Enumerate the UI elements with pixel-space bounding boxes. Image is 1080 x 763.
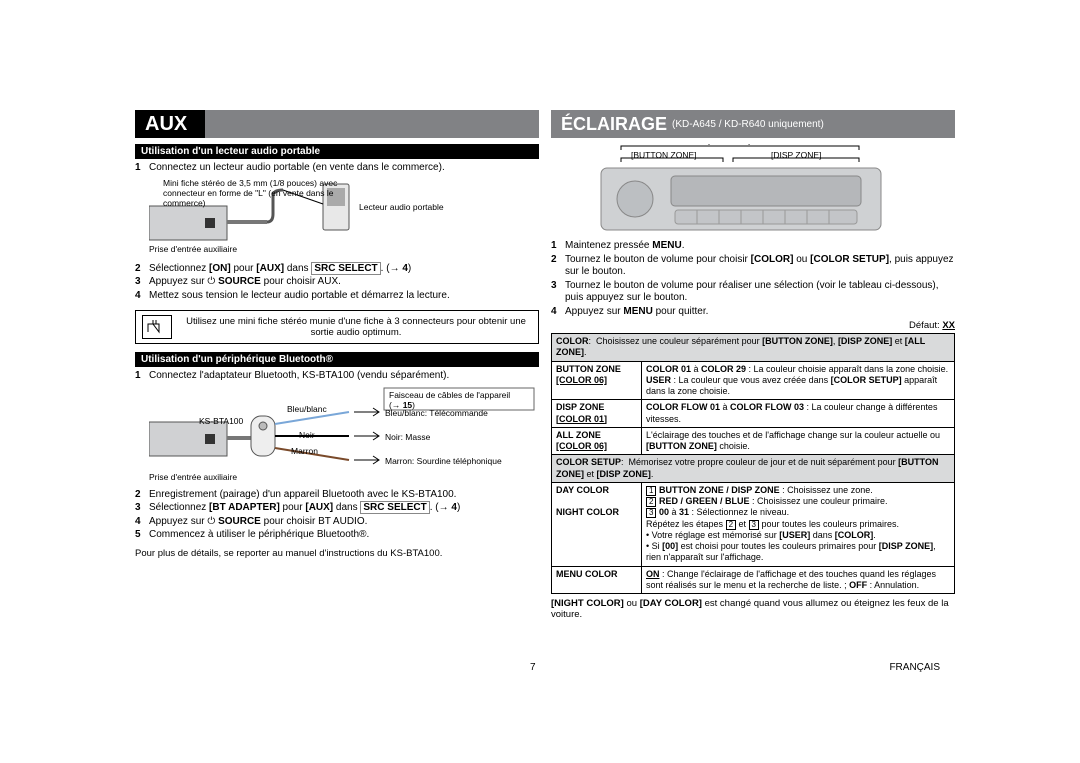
eclairage-title: ÉCLAIRAGE (561, 114, 667, 135)
aux-header: AUX (135, 110, 539, 138)
callout-tip: Utilisez une mini fiche stéréo munie d'u… (135, 310, 539, 344)
aux-title: AUX (135, 110, 205, 138)
bottom-note: [NIGHT COLOR] ou [DAY COLOR] est changé … (551, 598, 955, 620)
svg-text:[ALL ZONE]: [ALL ZONE] (708, 144, 751, 145)
section2-heading: Utilisation d'un périphérique Bluetooth® (135, 352, 539, 367)
default-note: Défaut: XX (551, 320, 955, 331)
page-lang: FRANÇAIS (889, 662, 940, 673)
stereo-diagram: [ALL ZONE] [BUTTON ZONE] [DISP ZONE] (551, 144, 955, 234)
plug-icon (142, 315, 172, 339)
section1-heading: Utilisation d'un lecteur audio portable (135, 144, 539, 159)
section1-steps: 1Connectez un lecteur audio portable (en… (135, 162, 539, 175)
bt-footnote: Pour plus de détails, se reporter au man… (135, 548, 539, 559)
manual-page: AUX Utilisation d'un lecteur audio porta… (135, 110, 955, 650)
eclairage-steps: 1Maintenez pressée MENU. 2Tournez le bou… (551, 240, 955, 318)
col-eclairage: ÉCLAIRAGE (KD-A645 / KD-R640 uniquement)… (551, 110, 955, 650)
bt-diagram: KS-BTA100 Bleu/blanc Noir Marron Faiscea… (149, 386, 539, 486)
page-number: 7 (530, 662, 536, 673)
aux-diagram: Mini fiche stéréo de 3,5 mm (1/8 pouces)… (149, 178, 539, 260)
col-aux: AUX Utilisation d'un lecteur audio porta… (135, 110, 539, 650)
settings-table: COLOR: Choisissez une couleur séparément… (551, 333, 955, 594)
eclairage-header: ÉCLAIRAGE (KD-A645 / KD-R640 uniquement) (551, 110, 955, 138)
